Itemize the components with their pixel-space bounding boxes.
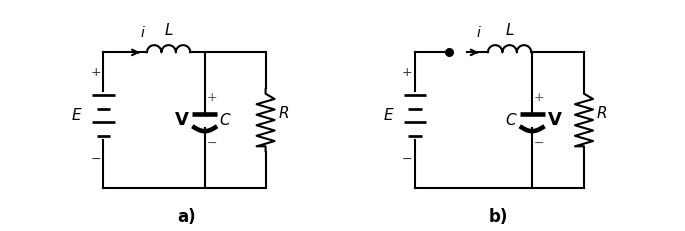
Text: $R$: $R$ bbox=[278, 105, 289, 121]
Text: $i$: $i$ bbox=[476, 25, 482, 40]
Text: a): a) bbox=[177, 208, 196, 226]
Text: $-$: $-$ bbox=[401, 152, 412, 165]
Text: b): b) bbox=[488, 208, 508, 226]
Text: $-$: $-$ bbox=[206, 136, 217, 149]
Text: $+$: $+$ bbox=[534, 91, 545, 104]
Text: $+$: $+$ bbox=[90, 66, 101, 79]
Text: $+$: $+$ bbox=[206, 91, 217, 104]
Text: $\mathbf{V}$: $\mathbf{V}$ bbox=[174, 111, 190, 129]
Text: $+$: $+$ bbox=[401, 66, 412, 79]
Text: $L$: $L$ bbox=[164, 22, 173, 38]
Text: $\mathbf{V}$: $\mathbf{V}$ bbox=[547, 111, 562, 129]
Text: $L$: $L$ bbox=[505, 22, 514, 38]
Text: $R$: $R$ bbox=[597, 105, 608, 121]
Text: $E$: $E$ bbox=[71, 107, 83, 124]
Text: $-$: $-$ bbox=[534, 136, 545, 149]
Text: $C$: $C$ bbox=[505, 112, 517, 128]
Text: $i$: $i$ bbox=[140, 25, 146, 40]
Text: $-$: $-$ bbox=[90, 152, 101, 165]
Text: $C$: $C$ bbox=[219, 112, 232, 128]
Text: $E$: $E$ bbox=[383, 107, 395, 124]
